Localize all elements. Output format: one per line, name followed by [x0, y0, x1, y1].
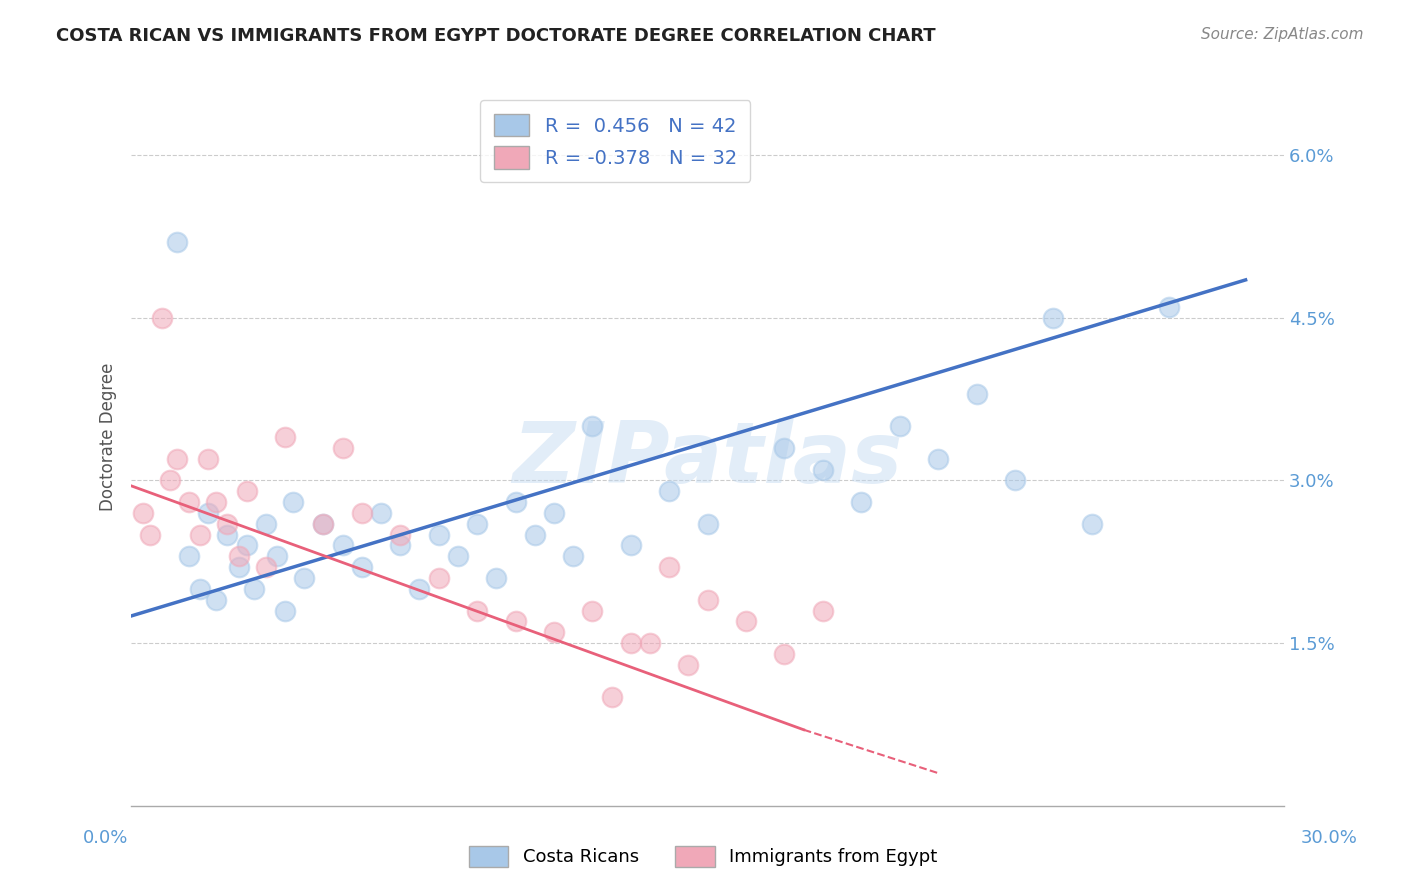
Point	[408, 582, 430, 596]
Point	[773, 647, 796, 661]
Legend: Costa Ricans, Immigrants from Egypt: Costa Ricans, Immigrants from Egypt	[461, 838, 945, 874]
Point	[465, 516, 488, 531]
Point	[1042, 310, 1064, 325]
Point	[811, 603, 834, 617]
Point	[581, 603, 603, 617]
Point	[389, 527, 412, 541]
Point	[658, 484, 681, 499]
Point	[217, 527, 239, 541]
Point	[243, 582, 266, 596]
Point	[166, 451, 188, 466]
Legend: R =  0.456   N = 42, R = -0.378   N = 32: R = 0.456 N = 42, R = -0.378 N = 32	[481, 101, 751, 182]
Point	[543, 625, 565, 640]
Point	[332, 441, 354, 455]
Point	[217, 516, 239, 531]
Point	[505, 615, 527, 629]
Point	[235, 484, 257, 499]
Text: COSTA RICAN VS IMMIGRANTS FROM EGYPT DOCTORATE DEGREE CORRELATION CHART: COSTA RICAN VS IMMIGRANTS FROM EGYPT DOC…	[56, 27, 936, 45]
Point	[312, 516, 335, 531]
Point	[543, 506, 565, 520]
Point	[485, 571, 508, 585]
Point	[696, 516, 718, 531]
Point	[465, 603, 488, 617]
Point	[773, 441, 796, 455]
Point	[620, 539, 643, 553]
Point	[927, 451, 949, 466]
Point	[350, 506, 373, 520]
Point	[312, 516, 335, 531]
Point	[204, 592, 226, 607]
Point	[600, 690, 623, 705]
Point	[274, 603, 297, 617]
Text: 0.0%: 0.0%	[83, 829, 128, 847]
Point	[966, 386, 988, 401]
Point	[1004, 474, 1026, 488]
Point	[505, 495, 527, 509]
Text: Source: ZipAtlas.com: Source: ZipAtlas.com	[1201, 27, 1364, 42]
Point	[1081, 516, 1104, 531]
Point	[696, 592, 718, 607]
Point	[851, 495, 873, 509]
Point	[735, 615, 758, 629]
Point	[332, 539, 354, 553]
Point	[678, 657, 700, 672]
Point	[197, 451, 219, 466]
Point	[274, 430, 297, 444]
Point	[658, 560, 681, 574]
Point	[190, 582, 212, 596]
Point	[427, 571, 450, 585]
Text: ZIPatlas: ZIPatlas	[513, 417, 903, 500]
Point	[523, 527, 546, 541]
Point	[389, 539, 412, 553]
Text: 30.0%: 30.0%	[1301, 829, 1357, 847]
Point	[254, 560, 277, 574]
Point	[166, 235, 188, 249]
Point	[139, 527, 162, 541]
Point	[254, 516, 277, 531]
Point	[1157, 300, 1180, 314]
Point	[427, 527, 450, 541]
Point	[190, 527, 212, 541]
Point	[620, 636, 643, 650]
Point	[266, 549, 288, 564]
Point	[562, 549, 585, 564]
Point	[197, 506, 219, 520]
Point	[350, 560, 373, 574]
Point	[581, 419, 603, 434]
Point	[447, 549, 470, 564]
Point	[150, 310, 173, 325]
Point	[292, 571, 315, 585]
Point	[132, 506, 155, 520]
Point	[159, 474, 181, 488]
Point	[638, 636, 661, 650]
Point	[811, 462, 834, 476]
Point	[177, 495, 200, 509]
Point	[228, 549, 250, 564]
Point	[235, 539, 257, 553]
Point	[204, 495, 226, 509]
Point	[228, 560, 250, 574]
Point	[370, 506, 392, 520]
Point	[177, 549, 200, 564]
Y-axis label: Doctorate Degree: Doctorate Degree	[100, 363, 117, 511]
Point	[281, 495, 304, 509]
Point	[889, 419, 911, 434]
